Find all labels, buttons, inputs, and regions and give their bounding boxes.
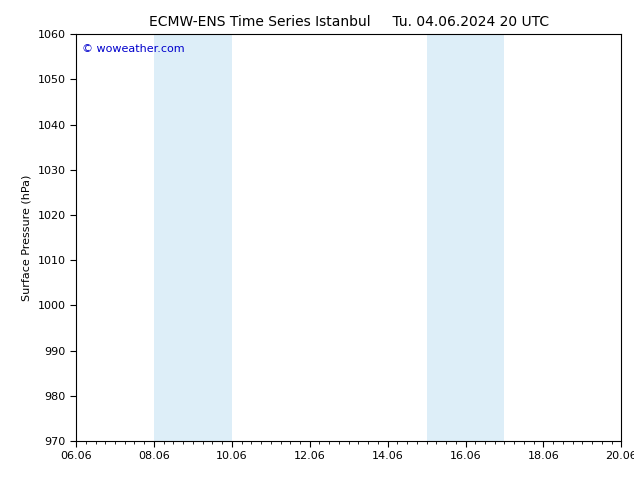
Bar — [427, 34, 505, 441]
Title: ECMW-ENS Time Series Istanbul     Tu. 04.06.2024 20 UTC: ECMW-ENS Time Series Istanbul Tu. 04.06.… — [148, 15, 549, 29]
Bar — [154, 34, 232, 441]
Text: © woweather.com: © woweather.com — [82, 45, 184, 54]
Y-axis label: Surface Pressure (hPa): Surface Pressure (hPa) — [22, 174, 32, 301]
